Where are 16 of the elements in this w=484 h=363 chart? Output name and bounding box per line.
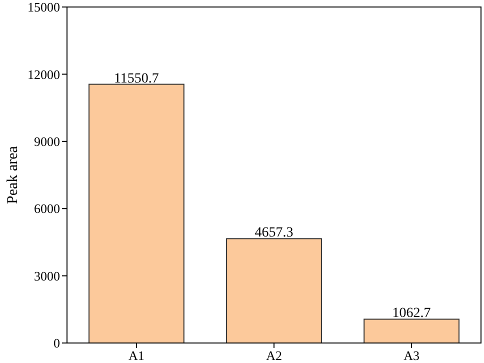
y-tick-label: 12000 [28, 66, 60, 82]
data-label: 4657.3 [254, 226, 294, 241]
y-tick-label: 6000 [34, 201, 60, 216]
x-tick-label: A3 [404, 348, 420, 363]
y-tick-label: 9000 [34, 134, 60, 149]
bar [88, 84, 184, 344]
bar [226, 238, 322, 344]
y-axis-title: Peak area [5, 146, 21, 204]
x-tick-label: A2 [266, 348, 282, 363]
y-tick-label: 0 [54, 336, 60, 351]
x-tick-label: A1 [128, 348, 144, 363]
y-tick-label: 15000 [28, 0, 60, 15]
data-label: 1062.7 [392, 306, 431, 322]
y-tick-label: 3000 [34, 268, 60, 284]
data-label: 11550.7 [114, 71, 159, 86]
bar [364, 318, 460, 344]
